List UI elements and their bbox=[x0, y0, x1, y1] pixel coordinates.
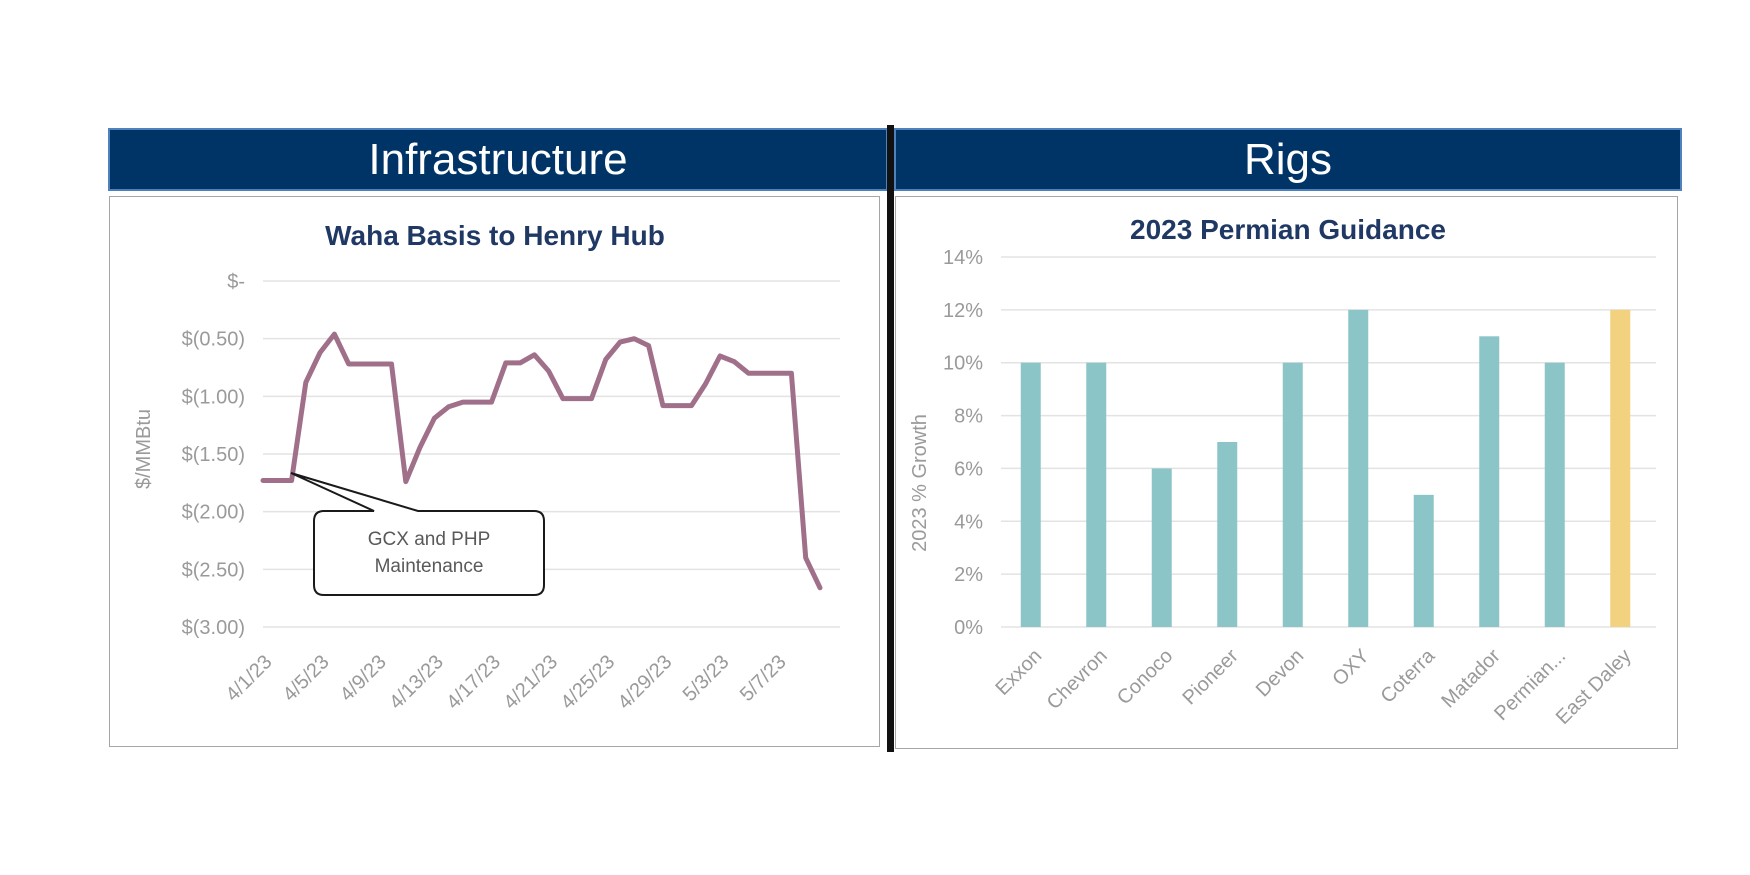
bar-permian bbox=[1544, 362, 1565, 627]
waha-y-tick-label: $(1.00) bbox=[182, 386, 245, 408]
permian-y-tick-label: 4% bbox=[954, 511, 983, 533]
waha-chart-title: Waha Basis to Henry Hub bbox=[325, 220, 665, 251]
waha-x-tick-label: 4/1/23 bbox=[222, 651, 277, 706]
permian-y-tick-label: 10% bbox=[943, 353, 983, 375]
bar-matador bbox=[1479, 336, 1500, 627]
waha-y-tick-label: $(1.50) bbox=[182, 444, 245, 466]
callout-text-line2: Maintenance bbox=[375, 556, 484, 577]
waha-y-tick-label: $(2.00) bbox=[182, 502, 245, 524]
waha-basis-chart-panel: Waha Basis to Henry Hub $- $(0.50) $(1.00)… bbox=[109, 196, 880, 747]
permian-y-tick-label: 14% bbox=[943, 247, 983, 269]
waha-y-tick-label: $(3.00) bbox=[182, 617, 245, 639]
bar-oxy bbox=[1348, 309, 1369, 627]
permian-y-tick-label: 12% bbox=[943, 300, 983, 322]
permian-x-tick-label: Coterra bbox=[1377, 644, 1440, 707]
rigs-banner-label: Rigs bbox=[1243, 134, 1333, 184]
maintenance-callout: GCX and PHP Maintenance bbox=[290, 472, 545, 596]
waha-x-tick-label: 4/5/23 bbox=[279, 651, 334, 706]
waha-x-tick-label: 4/21/23 bbox=[499, 651, 562, 714]
bar-pioneer bbox=[1217, 442, 1238, 627]
infrastructure-banner-label: Infrastructure bbox=[368, 134, 628, 184]
waha-y-tick-label: $- bbox=[227, 271, 245, 293]
permian-x-tick-label: Devon bbox=[1252, 645, 1308, 701]
bar-devon bbox=[1282, 362, 1303, 627]
bar-coterra bbox=[1413, 494, 1434, 627]
permian-x-tick-label: Conoco bbox=[1113, 645, 1177, 709]
waha-x-tick-label: 4/17/23 bbox=[442, 651, 505, 714]
callout-bubble bbox=[290, 472, 545, 596]
waha-x-tick-label: 4/13/23 bbox=[385, 651, 448, 714]
waha-x-tick-label: 4/9/23 bbox=[336, 651, 391, 706]
infrastructure-banner: Infrastructure bbox=[108, 128, 888, 191]
waha-x-tick-label: 4/25/23 bbox=[557, 651, 620, 714]
permian-y-tick-label: 0% bbox=[954, 617, 983, 639]
bar-chevron bbox=[1086, 362, 1107, 627]
permian-y-axis-label: 2023 % Growth bbox=[909, 414, 931, 552]
bar-east-daley bbox=[1610, 309, 1631, 627]
waha-x-tick-label: 5/7/23 bbox=[736, 651, 791, 706]
waha-basis-line bbox=[260, 331, 823, 591]
permian-guidance-chart-panel: 2023 Permian Guidance 0% 2% 4% 6% 8% 10% 12% 14… bbox=[895, 196, 1678, 749]
rigs-banner: Rigs bbox=[894, 128, 1682, 191]
permian-y-tick-label: 2% bbox=[954, 564, 983, 586]
waha-y-axis-label: $/MMBtu bbox=[133, 409, 155, 489]
permian-y-tick-label: 8% bbox=[954, 406, 983, 428]
waha-y-tick-label: $(0.50) bbox=[182, 329, 245, 351]
waha-y-tick-label: $(2.50) bbox=[182, 559, 245, 581]
permian-chart-title: 2023 Permian Guidance bbox=[1130, 214, 1446, 245]
permian-x-tick-label: Pioneer bbox=[1178, 645, 1243, 710]
bar-exxon bbox=[1020, 362, 1041, 627]
section-divider bbox=[887, 125, 894, 752]
callout-text-line1: GCX and PHP bbox=[368, 529, 491, 550]
permian-x-tick-label: Matador bbox=[1437, 645, 1505, 713]
permian-x-tick-label: Exxon bbox=[991, 645, 1046, 700]
waha-x-tick-label: 5/3/23 bbox=[679, 651, 734, 706]
permian-x-tick-label: Chevron bbox=[1043, 645, 1112, 714]
permian-y-tick-label: 6% bbox=[954, 458, 983, 480]
waha-basis-chart: Waha Basis to Henry Hub $- $(0.50) $(1.00)… bbox=[133, 220, 840, 714]
permian-guidance-chart: 2023 Permian Guidance 0% 2% 4% 6% 8% 10% 12% 14… bbox=[909, 214, 1656, 729]
permian-x-tick-label: OXY bbox=[1328, 645, 1373, 690]
bar-conoco bbox=[1151, 468, 1172, 627]
waha-x-tick-label: 4/29/23 bbox=[614, 651, 677, 714]
